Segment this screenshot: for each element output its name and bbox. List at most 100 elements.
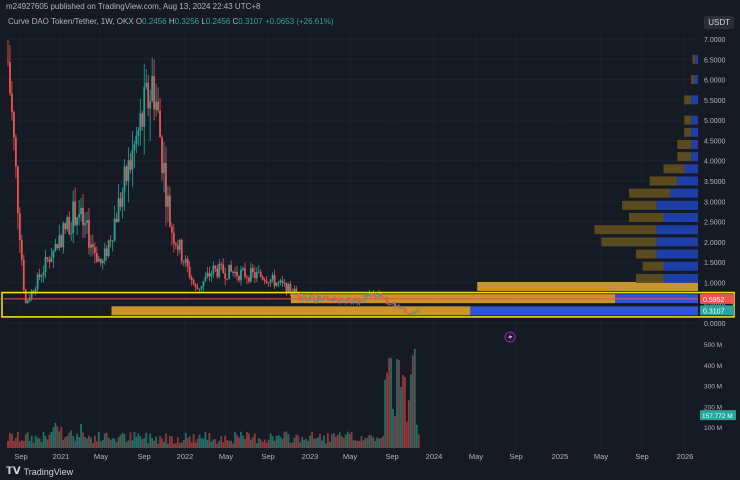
price-axis[interactable]: 7.0000 6.5000 6.0000 5.5000 5.0000 4.5000 4.00… [704,37,726,328]
volume-bar [366,437,369,448]
volume-bar [285,431,288,448]
volume-bar [186,438,189,448]
close-value: 0.3107 [238,17,263,26]
candle-body [172,232,175,244]
volume-bar [214,439,217,448]
candle-body [163,162,165,174]
volume-bar [72,436,75,448]
volume-tick-label: 400 M [704,363,722,370]
volume-profile-up [629,213,664,223]
volume-profile-down [695,54,698,64]
volume-profile-up [663,164,685,174]
candle-body [184,258,187,263]
candle-body [139,113,142,131]
volume-bar [151,438,154,448]
candle-body [279,280,282,282]
close-label: C [232,17,239,26]
volume-bar [111,438,114,448]
volume-bar [141,439,144,448]
time-axis[interactable]: Sep 2021 May Sep 2022 May Sep 2023 May Sep 2024 May… [14,452,693,461]
volume-bar [323,435,325,448]
volume-bar [24,434,27,448]
volume-axis[interactable]: 500 M 400 M 300 M 200 M 100 M [704,342,722,432]
volume-bar [82,432,84,448]
volume-bar [40,442,43,448]
volume-bar [137,433,140,448]
candle-body [342,300,345,302]
candle-body [109,240,112,242]
volume-bar [370,435,373,448]
lightning-icon[interactable] [504,331,516,343]
candle-body [257,271,260,273]
volume-profile-down [470,306,698,316]
candle-body [76,217,79,226]
volume-bar [30,435,33,448]
volume-bar [28,440,31,448]
currency-badge[interactable]: USDT [704,16,734,29]
volume-bar [68,432,71,448]
volume-tick-label: 200 M [704,404,722,411]
price-tick-label: 7.0000 [704,37,726,44]
highlight-box[interactable] [1,291,735,318]
candle-body [97,258,100,262]
price-tick-label: 5.5000 [704,98,726,105]
volume-bar [115,442,118,448]
candle-body [145,82,148,88]
candle-body [417,311,420,313]
volume-bar [135,436,138,448]
volume-bars [7,348,420,448]
volume-profile-down [656,200,698,210]
candle-body [14,137,17,167]
volume-bar [293,437,296,448]
candle-body [196,287,199,290]
candle-body [210,273,213,277]
volume-bar [265,442,268,448]
brand-label: TradingView [23,466,74,477]
volume-bar [384,379,387,448]
volume-bar [236,435,238,448]
candle-body [24,289,27,304]
candle-body [157,101,159,111]
volume-bar [321,440,323,448]
volume-bar [212,439,215,448]
price-tick-label: 1.5000 [704,260,726,267]
volume-bar [93,435,96,448]
time-tick-label: May [594,452,608,461]
candle-body [281,280,284,284]
volume-bar [364,437,367,448]
time-tick-label: May [94,452,108,461]
volume-bar [325,443,327,448]
candle-body [190,277,193,281]
candle-body [259,271,262,277]
volume-bar [297,435,300,448]
candle-body [62,223,65,248]
volume-bar [232,443,235,448]
price-label-text: 0.5952 [703,297,725,304]
tradingview-logo-icon: 𝗧𝗩 [6,466,21,477]
symbol-title[interactable]: Curve DAO Token/Tether, 1W, OKX [8,17,134,26]
candle-body [382,297,385,299]
volume-bar [390,358,392,448]
candle-body [137,130,140,136]
candle-body [125,166,128,182]
candle-body [344,300,347,302]
volume-bar [145,432,148,448]
volume-bar [275,435,278,448]
candle-body [338,299,341,302]
volume-bar [330,434,333,448]
volume-bar [200,438,203,448]
volume-bar [319,433,321,448]
candle-body [68,217,71,234]
candle-body [36,274,39,289]
price-label-bg [700,305,734,316]
volume-bar [107,437,110,448]
time-tick-label: 2024 [426,452,443,461]
volume-bar [147,443,150,448]
volume-bar [303,440,306,448]
candle-body [234,271,236,273]
candle-body [74,201,77,226]
volume-bar [169,435,171,448]
volume-bar [103,433,106,448]
tradingview-footer[interactable]: 𝗧𝗩 TradingView [6,466,73,477]
